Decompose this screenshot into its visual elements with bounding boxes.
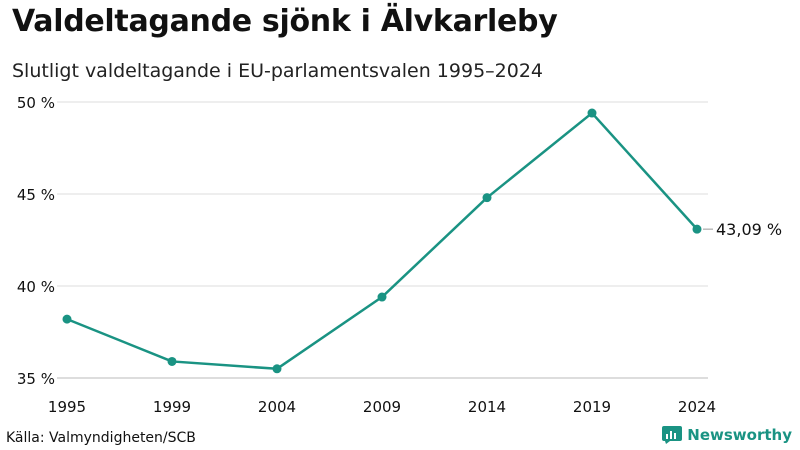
end-value-label: 43,09 %	[716, 220, 782, 239]
data-point	[62, 314, 72, 324]
end-annotation: 43,09 %	[703, 220, 782, 239]
brand-name: Newsworthy	[687, 426, 792, 444]
y-tick-label: 35 %	[17, 370, 55, 388]
data-point	[692, 224, 702, 234]
x-tick-label: 2009	[363, 398, 401, 416]
newsworthy-logo-icon	[662, 426, 683, 444]
series-line	[66, 111, 698, 371]
x-tick-label: 2024	[678, 398, 716, 416]
data-point	[587, 108, 597, 118]
grid-lines	[57, 101, 708, 379]
y-tick-label: 45 %	[17, 186, 55, 204]
chart-subtitle: Slutligt valdeltagande i EU-parlamentsva…	[12, 60, 544, 82]
data-point	[272, 364, 282, 374]
chart-title: Valdeltagande sjönk i Älvkarleby	[12, 4, 558, 39]
x-tick-label: 2019	[573, 398, 611, 416]
x-tick-label: 2014	[468, 398, 506, 416]
y-tick-label: 40 %	[17, 278, 55, 296]
x-axis-ticks: 1995 1999 2004 2009 2014 2019 2024	[48, 398, 716, 416]
y-tick-label: 50 %	[17, 94, 55, 112]
data-point	[377, 292, 387, 302]
data-point	[167, 356, 177, 366]
y-axis-ticks: 35 % 40 % 45 % 50 %	[17, 94, 55, 388]
source-note: Källa: Valmyndigheten/SCB	[6, 430, 196, 446]
x-tick-label: 2004	[258, 398, 296, 416]
data-point	[482, 193, 492, 203]
x-tick-label: 1999	[153, 398, 191, 416]
brand-logo: Newsworthy	[662, 426, 792, 444]
x-tick-label: 1995	[48, 398, 86, 416]
series-participation	[62, 108, 702, 374]
